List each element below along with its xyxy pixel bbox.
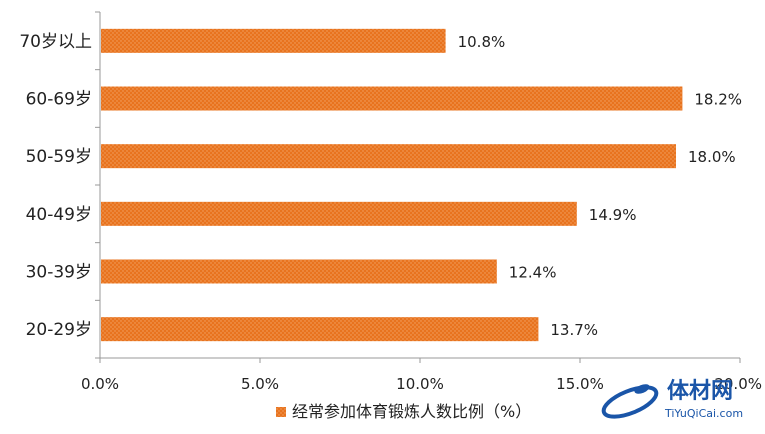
bar — [101, 201, 577, 226]
x-tick-label: 20.0% — [714, 375, 762, 393]
bar — [101, 28, 446, 53]
value-label: 13.7% — [550, 321, 598, 339]
value-label: 10.8% — [458, 33, 506, 51]
value-label: 12.4% — [509, 264, 557, 282]
bar — [101, 259, 497, 284]
legend-label: 经常参加体育锻炼人数比例（%） — [292, 402, 531, 421]
x-tick-label: 10.0% — [396, 375, 444, 393]
category-label: 60-69岁 — [26, 90, 92, 110]
category-label: 20-29岁 — [26, 320, 92, 340]
category-label: 50-59岁 — [26, 147, 92, 167]
category-labels: 70岁以上 60-69岁 50-59岁 40-49岁 30-39岁 20-29岁 — [19, 32, 92, 340]
value-label: 14.9% — [589, 206, 637, 224]
bar — [101, 86, 683, 111]
value-labels: 10.8% 18.2% 18.0% 14.9% 12.4% 13.7% — [458, 33, 742, 339]
category-label: 40-49岁 — [26, 205, 92, 225]
bar — [101, 317, 539, 342]
bar — [101, 144, 676, 169]
axes — [99, 12, 740, 359]
value-label: 18.0% — [688, 148, 736, 166]
x-tick-label: 15.0% — [556, 375, 604, 393]
x-tick-marks — [95, 11, 741, 363]
x-tick-labels: 0.0% 5.0% 10.0% 15.0% 20.0% — [81, 375, 762, 393]
x-tick-label: 0.0% — [81, 375, 119, 393]
watermark-text-en: TiYuQiCai.com — [664, 407, 743, 420]
legend-swatch — [276, 407, 286, 417]
watermark-swoosh-icon — [601, 384, 659, 419]
x-tick-label: 5.0% — [241, 375, 279, 393]
watermark-logo: 体材网 TiYuQiCai.com — [601, 379, 743, 420]
category-label: 30-39岁 — [26, 263, 92, 283]
category-label: 70岁以上 — [19, 32, 92, 52]
bars-group — [101, 28, 683, 342]
value-label: 18.2% — [694, 91, 742, 109]
legend: 经常参加体育锻炼人数比例（%） — [276, 402, 531, 421]
watermark-text-cn: 体材网 — [667, 379, 733, 404]
